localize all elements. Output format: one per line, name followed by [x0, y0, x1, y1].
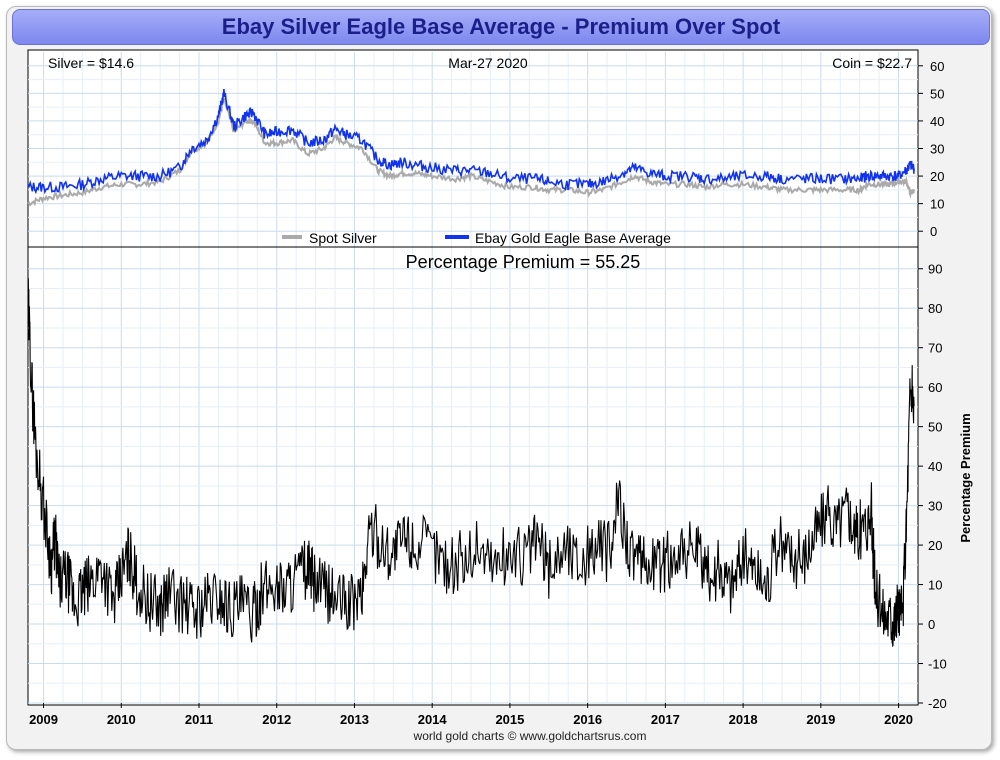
- y-tick-label: 10: [930, 197, 944, 212]
- legend-label-spot-silver: Spot Silver: [309, 230, 377, 246]
- y-tick-label: -10: [928, 657, 947, 672]
- y-tick-label: 80: [928, 301, 942, 316]
- chart-title: Ebay Silver Eagle Base Average - Premium…: [221, 14, 781, 39]
- y-tick-label: 30: [928, 499, 942, 514]
- series-line-spot-silver: [27, 97, 916, 207]
- y-tick-label: 40: [928, 459, 942, 474]
- x-tick-label: 2012: [262, 712, 291, 727]
- y-tick-label: 50: [930, 86, 944, 101]
- y-tick-label: 0: [930, 224, 937, 239]
- x-tick-label: 2019: [806, 712, 835, 727]
- x-tick-label: 2009: [29, 712, 58, 727]
- y-tick-label: 0: [928, 617, 935, 632]
- y-tick-label: 20: [928, 538, 942, 553]
- y-tick-label: 60: [928, 380, 942, 395]
- y-tick-label: 30: [930, 142, 944, 157]
- x-tick-label: 2020: [884, 712, 913, 727]
- x-tick-label: 2017: [651, 712, 680, 727]
- legend-label-ebay: Ebay Gold Eagle Base Average: [475, 230, 671, 246]
- top-y-axis-ticks: 0 10 20 30 40 50 60: [918, 59, 944, 239]
- x-tick-label: 2016: [573, 712, 602, 727]
- x-tick-label: 2013: [340, 712, 369, 727]
- y-tick-label: 90: [928, 262, 942, 277]
- series-line-percentage-premium: [27, 278, 915, 648]
- y-tick-label: 20: [930, 169, 944, 184]
- y-tick-label: -20: [928, 696, 947, 711]
- coin-price-label: Coin = $22.7: [832, 55, 912, 71]
- x-tick-label: 2014: [418, 712, 448, 727]
- series-line-ebay-average: [27, 89, 915, 195]
- y-tick-label: 70: [928, 341, 942, 356]
- x-tick-label: 2015: [495, 712, 524, 727]
- premium-title: Percentage Premium = 55.25: [406, 252, 641, 272]
- x-tick-label: 2011: [185, 712, 213, 727]
- silver-price-label: Silver = $14.6: [48, 55, 134, 71]
- title-bar: Ebay Silver Eagle Base Average - Premium…: [12, 9, 990, 45]
- y-tick-label: 60: [930, 59, 944, 74]
- date-label: Mar-27 2020: [448, 55, 528, 71]
- y-axis-label: Percentage Premium: [958, 413, 973, 542]
- y-tick-label: 40: [930, 114, 944, 129]
- x-axis-ticks: 2009 2010 2011 2012 2013 2014 2015 2016 2017 2018…: [29, 703, 913, 727]
- footer-credit: world gold charts © www.goldchartsrus.co…: [413, 729, 647, 743]
- top-panel-series: [27, 89, 916, 207]
- bottom-y-axis-ticks: -20 -10 0 10 20 30 40 50 60 70 80 90: [918, 262, 947, 711]
- y-tick-label: 10: [928, 578, 942, 593]
- x-tick-label: 2018: [729, 712, 758, 727]
- x-tick-label: 2010: [107, 712, 136, 727]
- bottom-panel-series: [27, 278, 915, 648]
- y-tick-label: 50: [928, 420, 942, 435]
